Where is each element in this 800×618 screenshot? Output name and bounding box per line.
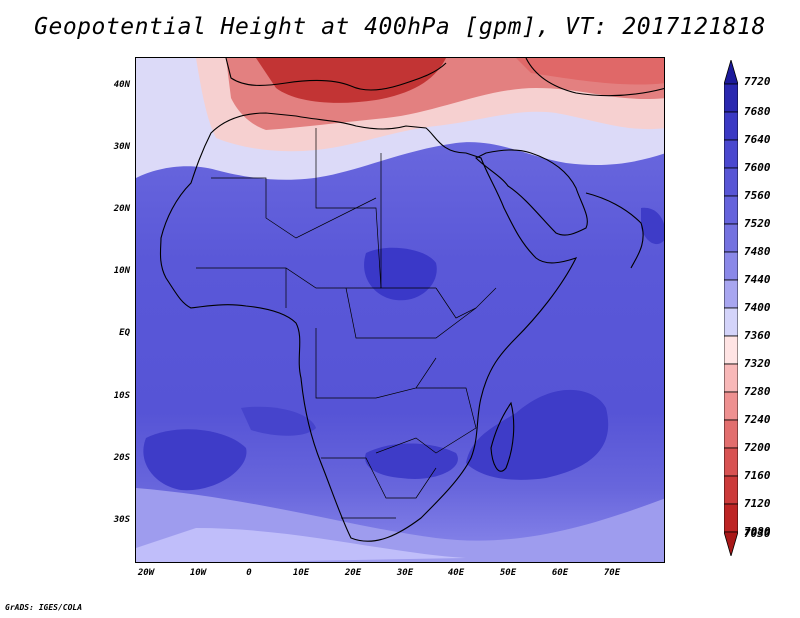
colorbar-segment (724, 307, 738, 337)
credit-text: GrADS: IGES/COLA (5, 603, 83, 612)
lon-label: 70E (603, 568, 621, 578)
field-high-india (641, 207, 664, 245)
lat-label: 20S (113, 453, 130, 463)
border-congo (315, 328, 437, 399)
coastline-africa (159, 112, 578, 542)
lon-label: 20E (344, 568, 362, 578)
colorbar (724, 60, 738, 556)
colorbar-label: 7080 (744, 525, 771, 538)
map-canvas (136, 58, 664, 562)
lat-label: 40N (113, 80, 130, 90)
colorbar-label: 7600 (744, 161, 771, 174)
lat-label: 30N (113, 142, 130, 152)
colorbar-segment (724, 251, 738, 281)
field-high-indian-ocean (466, 389, 609, 480)
colorbar-segment (724, 83, 738, 113)
colorbar-segment (724, 167, 738, 197)
lon-label: 20W (137, 568, 155, 578)
colorbar-segment (724, 503, 738, 533)
colorbar-label: 7440 (744, 273, 771, 286)
colorbar-segment (724, 447, 738, 477)
lon-label: 30E (396, 568, 414, 578)
colorbar-label: 7120 (744, 497, 771, 510)
lat-label: EQ (119, 328, 130, 338)
colorbar-segment (724, 223, 738, 253)
colorbar-label: 7030 (744, 527, 771, 540)
chart-title: Geopotential Height at 400hPa [gpm], VT:… (34, 14, 766, 40)
colorbar-label: 7480 (744, 245, 771, 258)
lon-label: 40E (447, 568, 465, 578)
colorbar-segment (724, 279, 738, 309)
border-sahel (196, 267, 381, 289)
coastline-madagascar (490, 401, 515, 472)
lon-label: 60E (551, 568, 569, 578)
coastline-asia (525, 58, 664, 97)
lon-label: 0 (246, 568, 252, 578)
colorbar-segment (724, 363, 738, 393)
map-panel (135, 57, 665, 563)
lat-label: 20N (113, 204, 130, 214)
border-east-africa (375, 387, 477, 454)
colorbar-label: 7680 (744, 105, 771, 118)
colorbar-label: 7720 (744, 75, 771, 88)
lon-label: 10E (292, 568, 310, 578)
colorbar-label: 7160 (744, 469, 771, 482)
lon-label: 10W (189, 568, 207, 578)
colorbar-bottom-triangle (724, 531, 738, 556)
coastline-arabia (475, 149, 588, 236)
border-libya (315, 128, 382, 289)
lon-label: 50E (499, 568, 517, 578)
field-north-darkred (256, 58, 446, 103)
colorbar-segment (724, 195, 738, 225)
colorbar-label: 7640 (744, 133, 771, 146)
coastline-europe (225, 58, 447, 91)
lat-label: 30S (113, 515, 130, 525)
field-high-angola (241, 406, 316, 436)
colorbar-segment (724, 391, 738, 421)
colorbar-top-triangle (724, 60, 738, 85)
country-borders (196, 128, 497, 519)
border-southern-africa (321, 457, 437, 499)
colorbar-segment (724, 475, 738, 505)
field-high-atlantic (143, 429, 247, 491)
colorbar-label: 7400 (744, 301, 771, 314)
field-high-sudan (364, 247, 437, 301)
colorbar-label: 7360 (744, 329, 771, 342)
border-north-africa (211, 177, 377, 239)
colorbar-label: 7320 (744, 357, 771, 370)
lat-label: 10N (113, 266, 130, 276)
lat-label: 10S (113, 391, 130, 401)
field-south-light (136, 528, 466, 562)
colorbar-segment (724, 111, 738, 141)
border-central-africa (345, 287, 477, 339)
colorbar-label: 7200 (744, 441, 771, 454)
coastline-india (585, 192, 644, 269)
colorbar-segment (724, 335, 738, 365)
coastlines (159, 58, 664, 542)
field-northeast-red (516, 58, 664, 85)
colorbar-label: 7240 (744, 413, 771, 426)
colorbar-label: 7520 (744, 217, 771, 230)
colorbar-segment (724, 419, 738, 449)
border-ethiopia (435, 287, 497, 319)
colorbar-label: 7560 (744, 189, 771, 202)
colorbar-segment (724, 139, 738, 169)
colorbar-label: 7280 (744, 385, 771, 398)
